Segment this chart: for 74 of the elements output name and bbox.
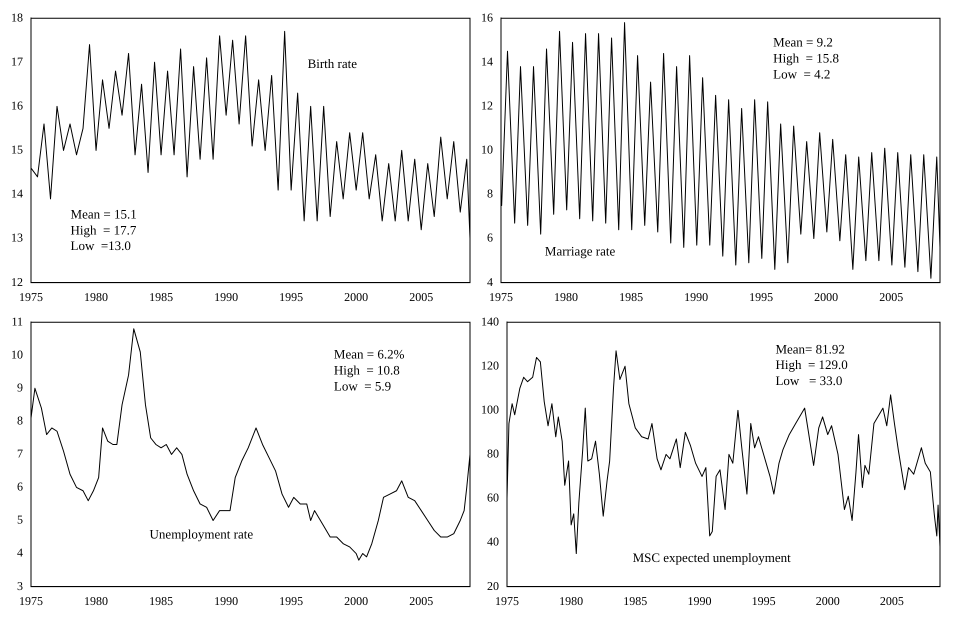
y-tick-label: 5 [17,512,23,527]
x-tick-label: 2005 [880,594,904,608]
y-tick-label: 16 [481,10,493,24]
annotation: Low = 5.9 [334,378,392,394]
annotation: Mean = 15.1 [70,206,137,222]
annotation: Low = 33.0 [775,373,842,388]
annotation: High = 17.7 [70,222,137,238]
y-tick-label: 20 [487,578,499,593]
y-tick-label: 6 [487,230,493,245]
x-tick-label: 2000 [814,290,838,304]
x-tick-label: 2000 [816,594,840,608]
y-tick-label: 17 [11,54,23,68]
y-tick-label: 80 [487,446,499,461]
y-tick-label: 60 [487,490,499,505]
y-tick-label: 12 [481,98,493,112]
y-tick-label: 40 [487,534,499,549]
y-tick-label: 100 [481,402,499,416]
y-tick-label: 8 [17,414,23,428]
y-tick-label: 13 [11,230,23,245]
annotation: High = 129.0 [775,357,848,372]
x-tick-label: 1975 [19,290,43,304]
x-tick-label: 1990 [684,290,708,304]
y-tick-label: 7 [17,446,23,461]
annotation: Low =13.0 [70,238,131,254]
y-tick-label: 120 [481,358,499,372]
y-tick-label: 16 [11,98,23,112]
annotation: Unemployment rate [150,526,254,542]
x-tick-label: 1975 [495,594,519,608]
x-tick-label: 1985 [623,594,648,608]
x-tick-label: 1980 [84,594,108,608]
x-tick-label: 2000 [344,594,368,608]
x-tick-label: 1990 [214,594,238,608]
x-tick-label: 1990 [214,290,238,304]
y-tick-label: 18 [11,10,23,24]
y-tick-label: 4 [487,274,493,289]
y-tick-label: 11 [11,314,23,328]
x-tick-label: 1995 [749,290,774,304]
x-tick-label: 2005 [409,290,434,304]
annotation: Mean = 6.2% [334,346,405,362]
x-tick-label: 2005 [879,290,904,304]
y-tick-label: 9 [17,380,23,394]
y-tick-label: 15 [11,142,23,157]
x-tick-label: 1990 [687,594,712,608]
y-tick-label: 4 [17,546,23,560]
x-tick-label: 1975 [19,594,43,608]
x-tick-label: 1980 [554,290,578,304]
y-tick-label: 10 [481,142,493,157]
annotation: Mean = 9.2 [773,34,833,50]
y-tick-label: 10 [11,347,23,362]
y-tick-label: 140 [481,314,499,328]
x-tick-label: 1975 [489,290,513,304]
y-tick-label: 6 [17,480,23,494]
x-tick-label: 2000 [344,290,368,304]
y-tick-label: 14 [11,186,23,201]
annotation: High = 10.8 [334,362,400,378]
x-tick-label: 1980 [84,290,108,304]
annotation: Birth rate [308,56,358,71]
y-tick-label: 3 [17,578,23,593]
x-tick-label: 1995 [752,594,776,608]
x-tick-label: 1985 [149,290,174,304]
x-tick-label: 1995 [279,594,304,608]
annotation: Mean= 81.92 [775,341,845,356]
x-tick-label: 1980 [559,594,584,608]
x-tick-label: 2005 [409,594,434,608]
annotation: Low = 4.2 [773,66,830,82]
x-tick-label: 1985 [619,290,644,304]
y-tick-label: 8 [487,186,493,201]
y-tick-label: 14 [481,54,493,68]
x-tick-label: 1995 [279,290,304,304]
annotation: MSC expected unemployment [632,550,792,566]
x-tick-label: 1985 [149,594,174,608]
annotation: Marriage rate [544,244,616,259]
y-tick-label: 12 [11,274,23,289]
annotation: High = 15.8 [773,50,840,66]
